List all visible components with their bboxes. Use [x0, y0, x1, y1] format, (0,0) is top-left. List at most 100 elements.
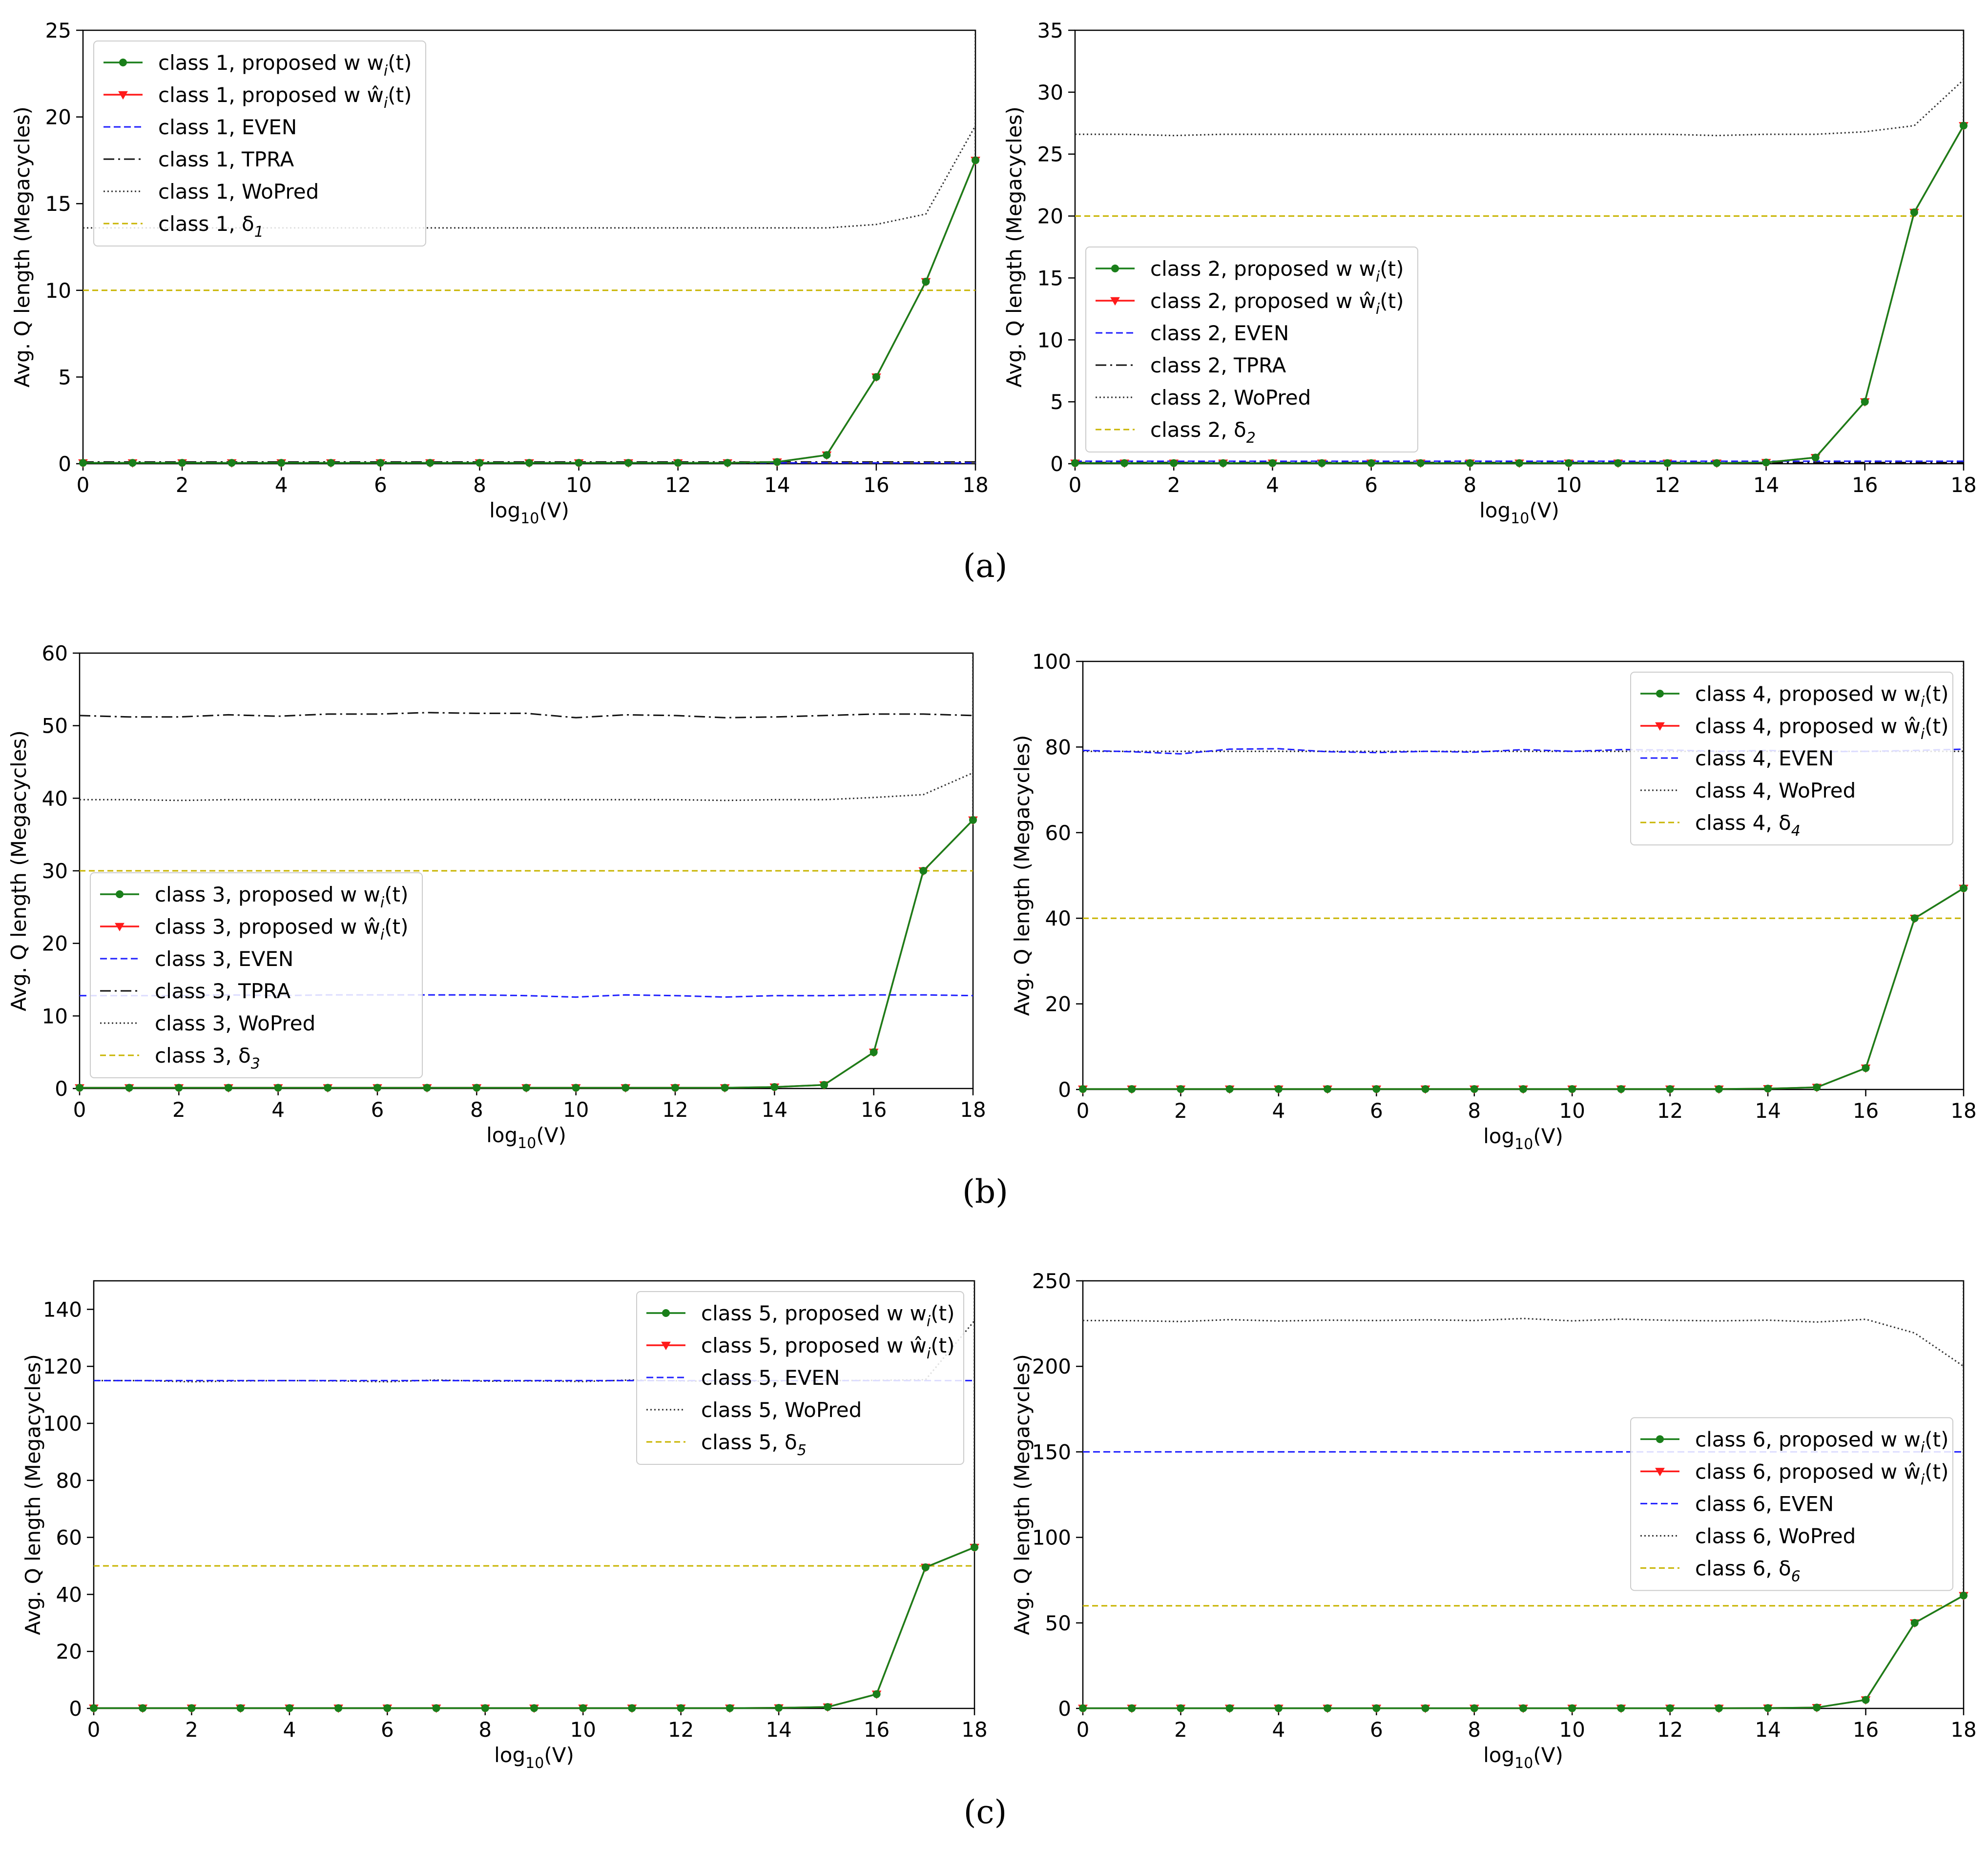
y-tick-label: 0 — [55, 1077, 68, 1101]
legend-entry: class 2, proposed w ŵi(t) — [1150, 289, 1404, 318]
legend-entry: class 3, WoPred — [155, 1011, 315, 1035]
x-tick-label: 14 — [764, 473, 790, 497]
x-tick-label: 2 — [176, 473, 189, 497]
data-point — [1813, 1083, 1821, 1091]
data-point — [1666, 1704, 1674, 1712]
legend-entry: class 2, WoPred — [1150, 386, 1311, 410]
x-tick-label: 8 — [1468, 1718, 1481, 1742]
data-point — [1960, 1591, 1967, 1600]
legend-marker — [1655, 722, 1665, 731]
x-tick-label: 10 — [566, 473, 592, 497]
data-point — [824, 1703, 832, 1711]
data-point — [79, 459, 87, 467]
legend-marker — [661, 1341, 671, 1351]
data-point — [921, 1563, 930, 1571]
legend-entry: class 6, proposed w wi(t) — [1695, 1427, 1948, 1456]
legend-entry: class 6, δ6 — [1695, 1556, 1801, 1585]
data-point — [423, 1084, 431, 1092]
x-tick-label: 18 — [1950, 473, 1976, 497]
legend: class 4, proposed w wi(t) class 4, propos… — [1630, 672, 1953, 845]
data-point — [473, 1084, 481, 1092]
x-tick-label: 16 — [1853, 1718, 1879, 1742]
legend-frame — [1085, 247, 1418, 452]
legend-entry: class 5, EVEN — [701, 1366, 840, 1390]
legend-entry: class 6, EVEN — [1695, 1492, 1834, 1516]
data-point — [1565, 459, 1573, 467]
legend-marker — [118, 91, 128, 100]
y-tick-label: 20 — [1037, 205, 1063, 228]
legend-entry: class 1, proposed w wi(t) — [158, 51, 412, 80]
data-point — [373, 1084, 381, 1092]
legend-marker — [116, 890, 124, 898]
data-point — [1568, 1085, 1576, 1093]
x-tick-label: 0 — [1077, 1718, 1090, 1742]
data-point — [128, 459, 137, 467]
x-tick-label: 14 — [1755, 1099, 1781, 1123]
x-tick-label: 18 — [961, 1718, 987, 1742]
y-tick-label: 0 — [69, 1697, 82, 1721]
data-point — [530, 1704, 538, 1712]
legend-entry: class 4, WoPred — [1695, 779, 1856, 802]
y-tick-label: 200 — [1032, 1355, 1071, 1378]
data-point — [334, 1704, 343, 1712]
data-point — [1372, 1704, 1381, 1712]
legend-marker — [115, 923, 124, 932]
legend-entry: class 1, EVEN — [158, 115, 297, 139]
x-tick-label: 18 — [1950, 1099, 1976, 1123]
x-tick-label: 12 — [1657, 1718, 1683, 1742]
y-tick-label: 100 — [43, 1412, 82, 1436]
y-tick-label: 5 — [58, 365, 71, 389]
data-point — [1079, 1085, 1087, 1093]
chart-2: 0 2 4 6 8 10 12 14 16 18 0 5 10 15 20 25 30 35 log10(V) Avg… — [1002, 19, 1977, 527]
data-point — [1568, 1704, 1576, 1712]
data-point — [1519, 1704, 1527, 1712]
y-tick-label: 100 — [1032, 650, 1071, 674]
x-tick-label: 14 — [1753, 473, 1779, 497]
x-axis-label: log10(V) — [1483, 1124, 1563, 1153]
y-tick-label: 80 — [56, 1469, 82, 1493]
data-point — [1225, 1704, 1234, 1712]
legend-marker — [1111, 265, 1119, 272]
x-tick-label: 6 — [1365, 473, 1378, 497]
x-axis-label: log10(V) — [1479, 498, 1559, 527]
data-point — [1861, 398, 1869, 406]
x-tick-label: 0 — [1069, 473, 1082, 497]
legend-entry: class 4, proposed w ŵi(t) — [1695, 714, 1948, 743]
x-tick-label: 12 — [1655, 473, 1680, 497]
data-point — [823, 451, 831, 459]
series-wopred — [80, 772, 973, 801]
x-tick-label: 16 — [1853, 1099, 1879, 1123]
legend-entry: class 4, proposed w wi(t) — [1695, 682, 1948, 711]
data-point — [721, 1084, 729, 1092]
y-axis-label: Avg. Q length (Megacycles) — [10, 106, 34, 388]
x-tick-label: 14 — [762, 1098, 787, 1122]
legend: class 5, proposed w wi(t) class 5, propos… — [636, 1291, 964, 1465]
data-point — [175, 1084, 183, 1092]
data-point — [383, 1704, 392, 1712]
legend-entry: class 1, WoPred — [158, 180, 319, 204]
data-point — [1466, 459, 1474, 467]
y-tick-label: 25 — [1037, 143, 1063, 166]
y-tick-label: 60 — [1045, 821, 1071, 845]
data-point — [1764, 1704, 1772, 1712]
series-proposed_w — [76, 816, 977, 1092]
x-tick-label: 2 — [185, 1718, 198, 1742]
x-tick-label: 10 — [1559, 1099, 1585, 1123]
data-point — [1910, 914, 1919, 923]
legend-entry: class 2, proposed w wi(t) — [1150, 257, 1404, 286]
legend: class 1, proposed w wi(t) class 1, propos… — [93, 41, 426, 247]
x-tick-label: 6 — [381, 1718, 394, 1742]
series-proposed_w — [1079, 1591, 1967, 1712]
data-point — [1519, 1085, 1527, 1093]
series-proposed_w — [90, 1543, 978, 1712]
series-proposed_w — [1079, 884, 1967, 1093]
x-tick-label: 0 — [87, 1718, 101, 1742]
data-point — [1813, 1704, 1821, 1712]
y-tick-label: 250 — [1032, 1269, 1071, 1293]
y-tick-label: 60 — [56, 1526, 82, 1550]
data-point — [1617, 1704, 1625, 1712]
data-point — [1225, 1085, 1234, 1093]
x-tick-label: 12 — [668, 1718, 694, 1742]
